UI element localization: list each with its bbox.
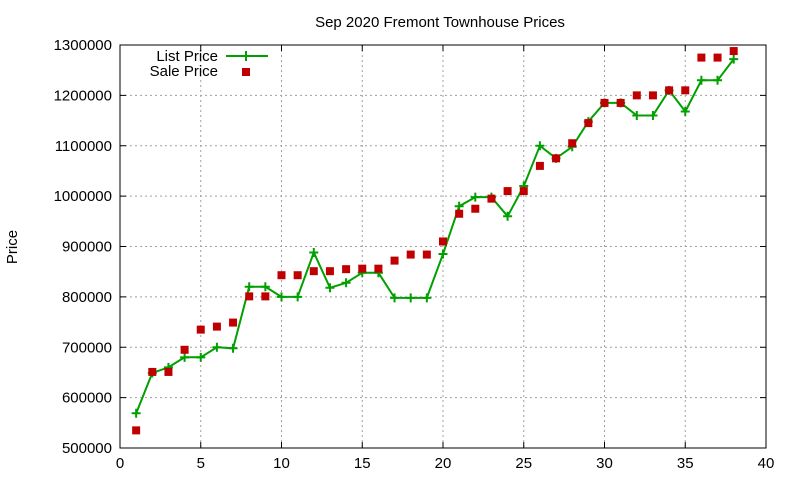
plot-frame xyxy=(119,44,767,449)
sale-price-point xyxy=(148,367,157,376)
sale-price-point xyxy=(132,426,141,435)
sale-price-point xyxy=(648,91,657,100)
sale-price-point xyxy=(180,345,189,354)
list-price-point xyxy=(406,293,416,303)
list-price-point xyxy=(325,283,335,293)
x-tick-label: 10 xyxy=(273,455,290,472)
sale-price-point xyxy=(455,209,464,218)
y-tick-label: 700000 xyxy=(62,339,112,356)
list-price-point xyxy=(648,111,658,121)
y-tick-label: 1300000 xyxy=(54,37,112,54)
sale-price-point xyxy=(245,292,254,301)
list-price-point xyxy=(503,211,513,221)
x-tick-label: 15 xyxy=(354,455,371,472)
list-price-point xyxy=(293,292,303,302)
sale-price-point xyxy=(164,367,173,376)
legend-marker-list-price xyxy=(241,51,251,61)
sale-price-point xyxy=(471,204,480,213)
list-price-point xyxy=(260,282,270,292)
y-tick-label: 800000 xyxy=(62,289,112,306)
legend: List Price Sale Price xyxy=(150,48,268,80)
series-layer xyxy=(131,47,739,435)
y-tick-label: 1100000 xyxy=(55,138,112,155)
sale-price-point xyxy=(277,271,286,280)
list-price-point xyxy=(390,293,400,303)
chart-title: Sep 2020 Fremont Townhouse Prices xyxy=(315,14,565,31)
list-price-point xyxy=(470,192,480,202)
sale-price-point xyxy=(616,98,625,107)
list-price-point xyxy=(212,342,222,352)
sale-price-point xyxy=(196,325,205,334)
list-price-point xyxy=(454,201,464,211)
list-price-point xyxy=(535,141,545,151)
list-price-point xyxy=(729,54,739,64)
sale-price-point xyxy=(632,91,641,100)
sale-price-point xyxy=(600,98,609,107)
sale-price-point xyxy=(681,86,690,95)
axis-ticks: 0 5 10 15 20 25 30 35 40 500000 600000 700000 800000… xyxy=(54,37,775,472)
y-tick-label: 900000 xyxy=(62,239,112,256)
grid-lines xyxy=(120,45,766,448)
legend-label-list-price: List Price xyxy=(156,48,218,65)
list-price-line xyxy=(135,58,735,414)
sale-price-point xyxy=(439,237,447,246)
sale-price-point xyxy=(422,250,431,259)
list-price-point xyxy=(277,292,286,302)
sale-price-point xyxy=(568,139,577,148)
sale-price-point xyxy=(729,47,738,56)
list-price-point xyxy=(680,106,690,116)
list-price-point xyxy=(244,282,254,292)
y-tick-label: 500000 xyxy=(62,440,112,457)
sale-price-point xyxy=(697,53,706,62)
y-tick-label: 600000 xyxy=(62,390,112,407)
list-price-point xyxy=(632,111,642,121)
y-tick-label: 1000000 xyxy=(54,188,112,205)
x-tick-label: 25 xyxy=(515,455,532,472)
list-price-point xyxy=(131,408,141,418)
list-price-point xyxy=(713,75,723,85)
sale-price-point xyxy=(325,267,334,276)
legend-label-sale-price: Sale Price xyxy=(150,63,218,80)
sale-price-point xyxy=(519,187,528,196)
x-tick-label: 5 xyxy=(197,455,205,472)
sale-price-point xyxy=(535,161,544,170)
sale-price-point xyxy=(406,250,415,259)
x-tick-label: 30 xyxy=(596,455,613,472)
sale-price-point xyxy=(713,53,722,62)
x-tick-label: 35 xyxy=(677,455,694,472)
sale-price-point xyxy=(358,264,367,273)
x-tick-label: 0 xyxy=(116,455,124,472)
sale-price-point xyxy=(487,194,496,203)
sale-price-point xyxy=(503,187,512,196)
sale-price-point xyxy=(293,271,302,280)
list-price-point xyxy=(341,278,351,288)
x-tick-label: 40 xyxy=(758,455,775,472)
y-axis-label: Price xyxy=(4,230,21,264)
list-price-point xyxy=(422,293,432,303)
sale-price-point xyxy=(229,318,238,327)
sale-price-point xyxy=(665,86,674,95)
y-tick-label: 1200000 xyxy=(54,87,112,104)
sale-price-point xyxy=(390,256,399,265)
sale-price-point xyxy=(342,265,351,274)
legend-marker-sale-price xyxy=(242,68,250,76)
sale-price-point xyxy=(212,322,221,331)
sale-price-point xyxy=(261,292,270,301)
list-price-point xyxy=(180,352,190,362)
list-price-point xyxy=(228,343,238,353)
sale-price-point xyxy=(309,267,318,276)
sale-price-point xyxy=(584,119,593,128)
list-price-point xyxy=(696,75,706,85)
x-tick-label: 20 xyxy=(435,455,452,472)
list-price-point xyxy=(309,248,319,258)
sale-price-point xyxy=(552,154,561,163)
list-price-point xyxy=(438,249,448,259)
sale-price-point xyxy=(374,264,383,273)
list-price-point xyxy=(196,352,206,362)
